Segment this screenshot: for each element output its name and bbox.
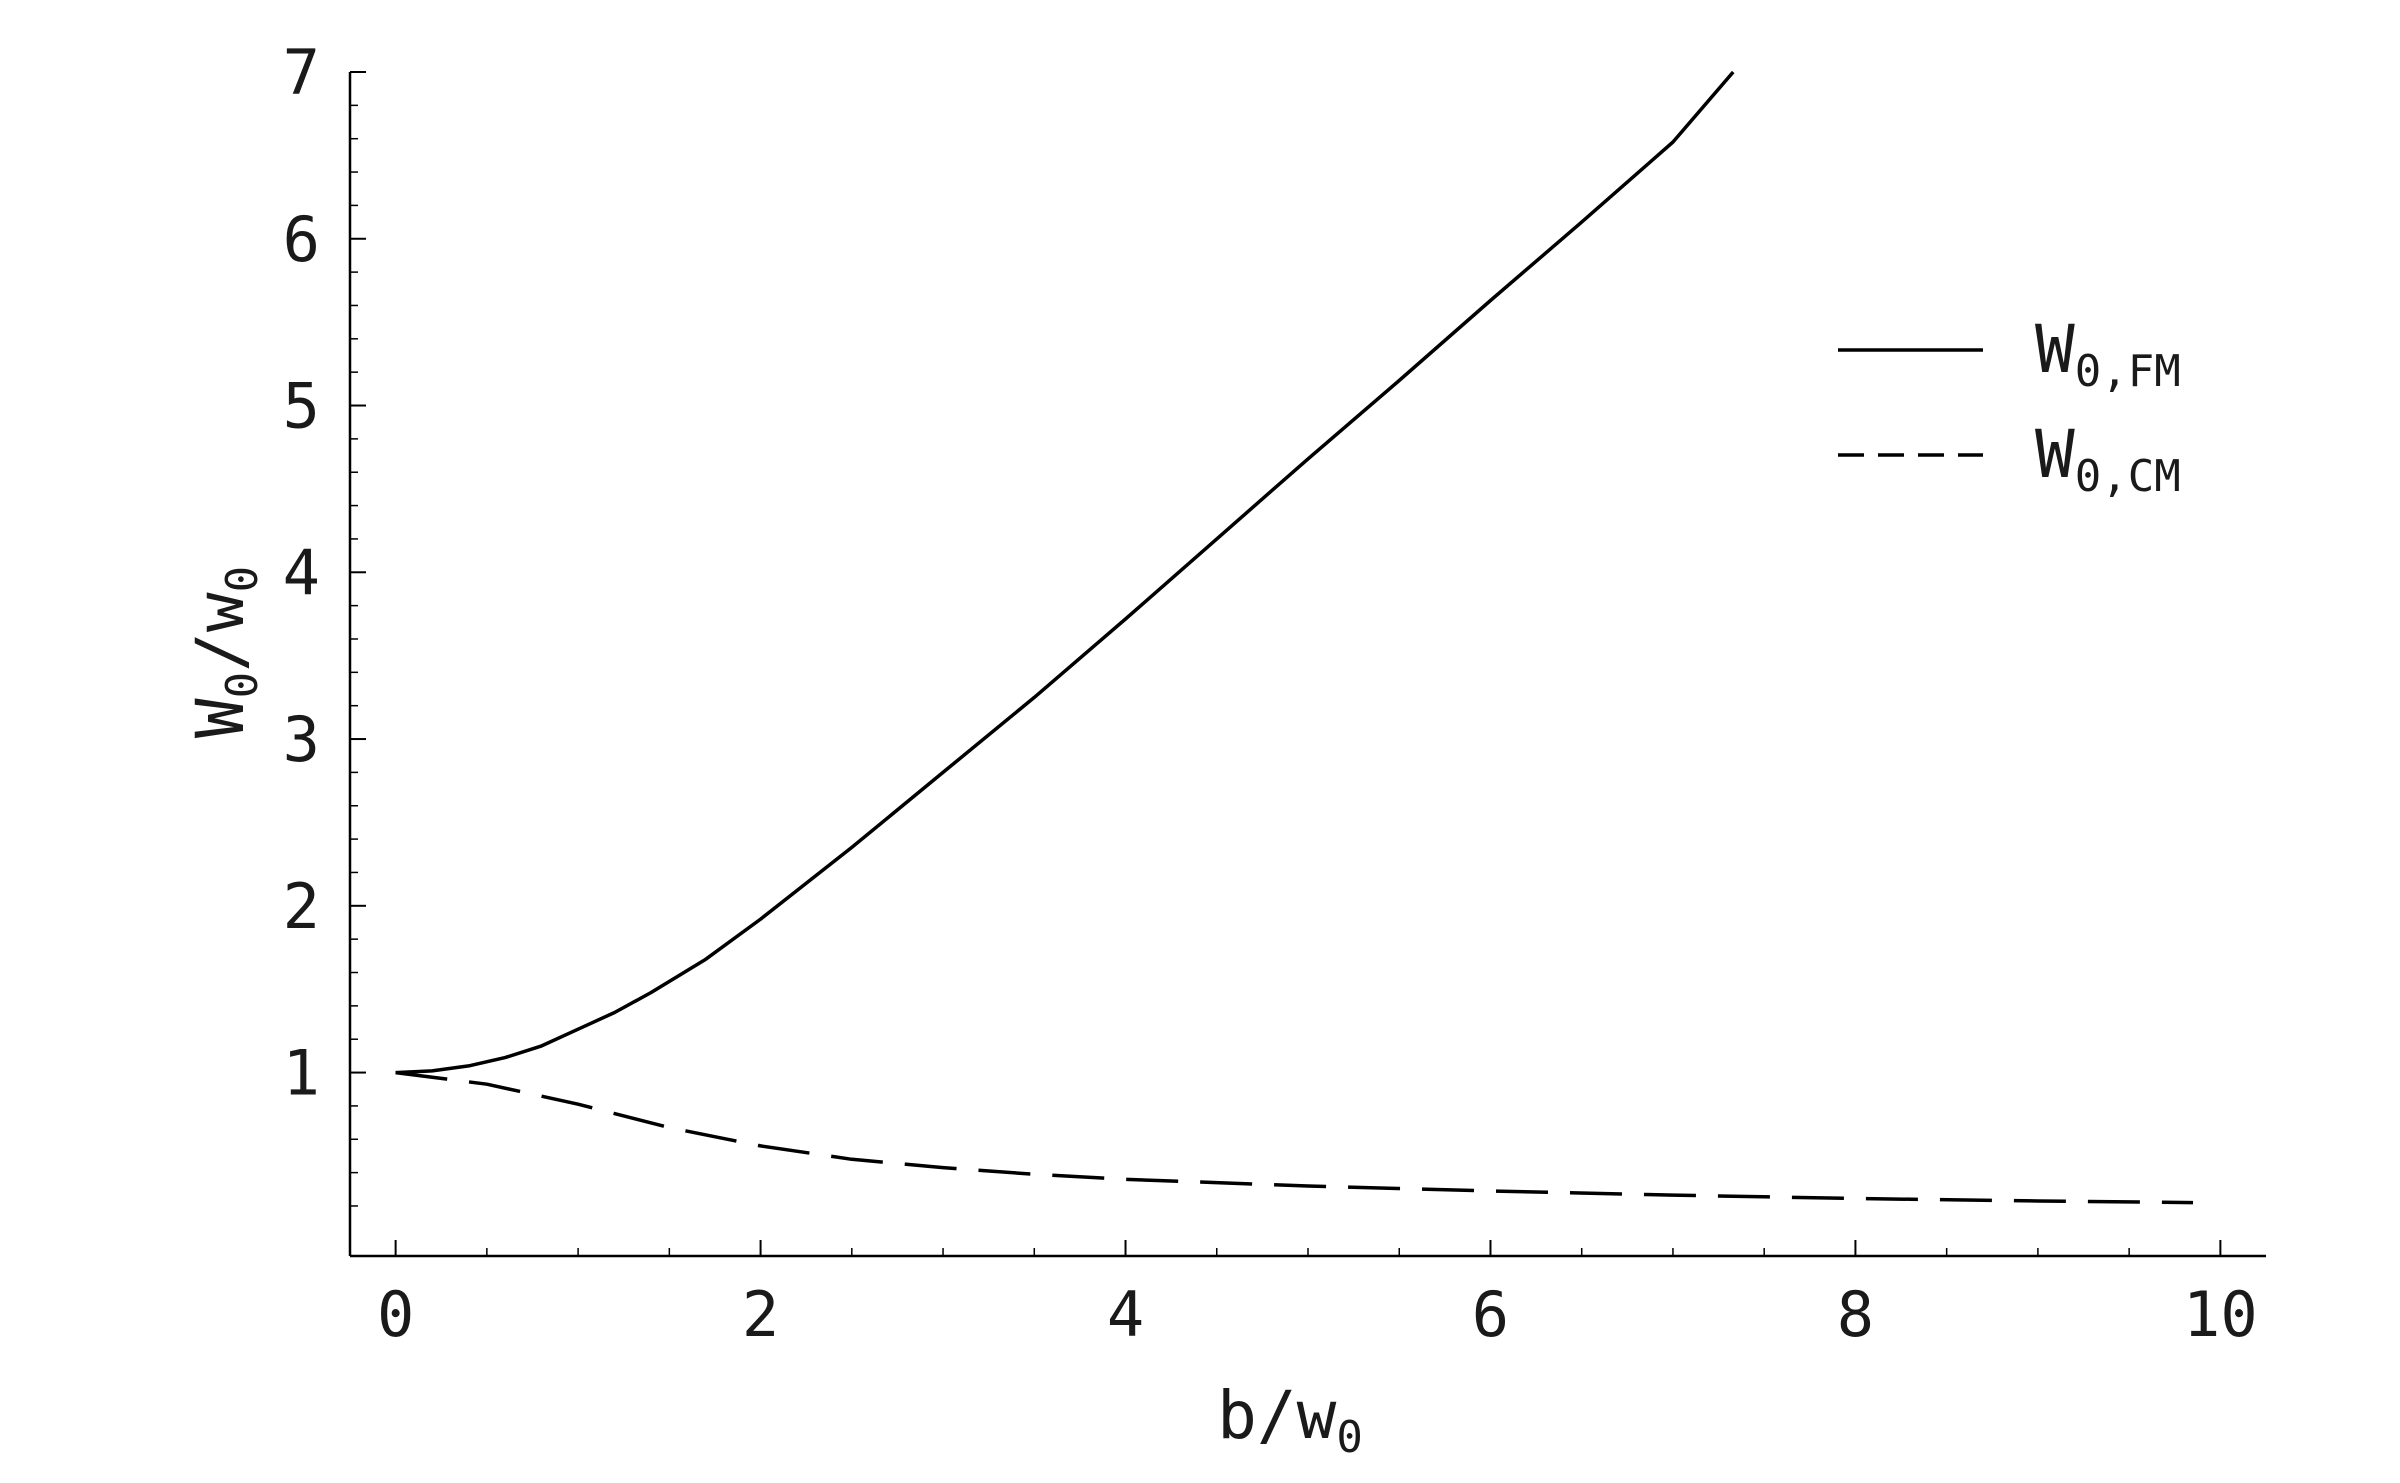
y-axis-label-mid: /w xyxy=(182,592,259,672)
x-tick-label: 2 xyxy=(742,1278,779,1351)
x-tick-label: 6 xyxy=(1472,1278,1509,1351)
series-line-fm xyxy=(395,70,1735,1075)
legend: W0,FM W0,CM xyxy=(1838,311,2181,502)
x-tick-label: 0 xyxy=(377,1278,414,1351)
y-axis-label-main: W xyxy=(182,698,259,738)
series-layer xyxy=(395,70,2194,1205)
legend-label-cm: W0,CM xyxy=(2035,416,2181,502)
legend-label-cm-subscript: 0,CM xyxy=(2075,451,2181,502)
y-tick-label: 7 xyxy=(283,36,320,109)
axes-frame xyxy=(348,72,2266,1258)
x-tick-label: 10 xyxy=(2183,1278,2258,1351)
legend-label-fm: W0,FM xyxy=(2035,311,2181,397)
x-axis-label-main: b/w xyxy=(1217,1377,1336,1454)
y-tick-label: 6 xyxy=(283,203,320,276)
x-tick-label: 4 xyxy=(1107,1278,1144,1351)
y-axis-label-subscript-2: 0 xyxy=(217,566,268,593)
x-axis-label: b/w0 xyxy=(1217,1377,1363,1463)
y-tick-label: 3 xyxy=(283,703,320,776)
y-axis-label: W0/w0 xyxy=(182,566,268,738)
legend-label-cm-main: W xyxy=(2035,416,2075,493)
legend-label-fm-subscript: 0,FM xyxy=(2075,346,2181,397)
x-tick-label: 8 xyxy=(1837,1278,1874,1351)
y-tick-label: 5 xyxy=(283,370,320,443)
x-axis-label-subscript: 0 xyxy=(1336,1412,1363,1463)
y-tick-label: 1 xyxy=(283,1037,320,1110)
series-line-cm xyxy=(395,1070,2194,1205)
y-tick-label: 4 xyxy=(283,536,320,609)
legend-label-fm-main: W xyxy=(2035,311,2075,388)
y-axis-label-subscript-1: 0 xyxy=(217,672,268,699)
y-tick-label: 2 xyxy=(283,870,320,943)
